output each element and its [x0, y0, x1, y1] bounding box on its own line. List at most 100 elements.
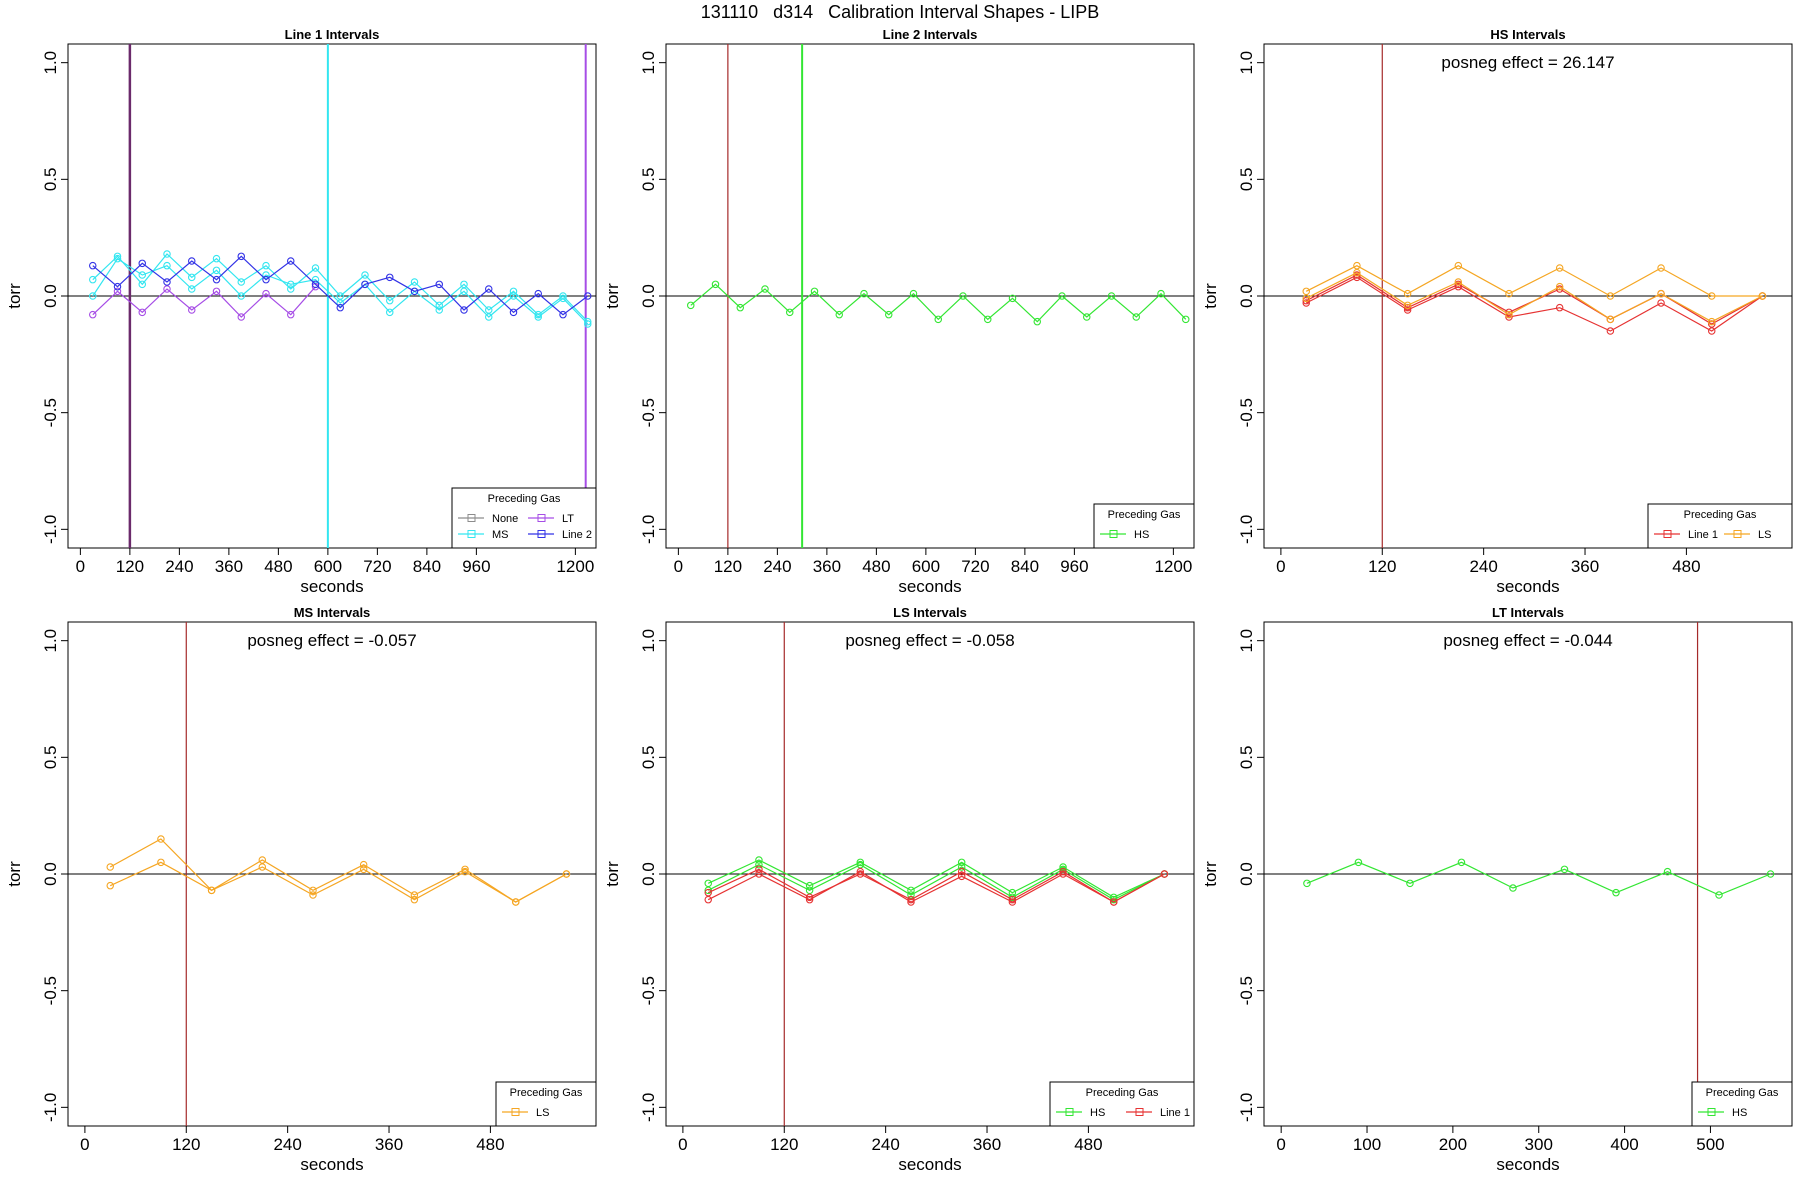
legend-box: [1049, 1081, 1195, 1127]
data-point: [460, 287, 468, 296]
x-tick-label: 200: [1439, 1135, 1467, 1154]
legend-label: HS: [1090, 1107, 1105, 1119]
x-tick-label: 480: [1074, 1135, 1102, 1154]
series-line: [109, 838, 567, 903]
legend-title: Preceding Gas: [488, 493, 561, 505]
data-point: [113, 287, 122, 296]
x-tick-label: 480: [862, 557, 890, 576]
data-point: [1008, 294, 1017, 303]
y-tick-label: 0.5: [41, 746, 60, 770]
data-point: [361, 271, 369, 279]
data-point: [810, 287, 819, 296]
x-tick-label: 120: [770, 1135, 798, 1154]
data-point: [237, 292, 246, 300]
data-point: [1707, 292, 1716, 300]
data-point: [89, 261, 97, 270]
data-point: [583, 292, 592, 300]
legend-box: [1093, 503, 1195, 549]
legend-item: Line 2: [528, 529, 592, 541]
legend-box: [1691, 1081, 1793, 1127]
x-tick-label: 480: [1672, 557, 1700, 576]
data-point: [460, 306, 468, 314]
data-point: [188, 285, 196, 293]
x-tick-label: 360: [215, 557, 243, 576]
data-point: [237, 278, 246, 286]
x-tick-label: 240: [1469, 557, 1497, 576]
legend-swatch-marker: [467, 530, 476, 538]
data-point: [188, 257, 196, 265]
data-point: [89, 292, 97, 300]
data-point: [1758, 292, 1767, 300]
data-point: [138, 280, 147, 289]
data-point: [856, 858, 865, 867]
data-point: [860, 289, 868, 298]
data-point: [1509, 884, 1517, 892]
x-tick-label: 120: [1368, 557, 1396, 576]
legend-item: None: [458, 513, 518, 525]
data-point: [311, 275, 320, 284]
data-point: [559, 310, 567, 319]
legend: Preceding Gas HS: [1093, 503, 1195, 549]
series-line: [707, 859, 1165, 898]
legend-swatch-marker: [511, 1108, 520, 1116]
data-point: [89, 310, 97, 319]
data-point: [909, 289, 918, 298]
series-line: [92, 255, 589, 316]
series-line: [707, 864, 1165, 901]
page-title: 131110 d314 Calibration Interval Shapes …: [700, 2, 1100, 22]
x-tick-label: 360: [375, 1135, 403, 1154]
y-tick-label: 0.0: [639, 284, 658, 308]
data-point: [1008, 898, 1017, 906]
data-point: [385, 308, 394, 317]
legend-swatch-marker: [1663, 530, 1672, 538]
x-tick-label: 480: [264, 557, 292, 576]
data-point: [460, 280, 468, 289]
series-line: [1305, 272, 1763, 323]
data-point: [583, 320, 592, 328]
legend-swatch-marker: [537, 514, 546, 522]
x-tick-label: 840: [413, 557, 441, 576]
y-tick-label: 0.0: [1237, 284, 1256, 308]
chart-title: LT Intervals: [1492, 605, 1564, 620]
data-point: [805, 893, 814, 902]
chart-title: Line 1 Intervals: [285, 27, 380, 42]
legend: Preceding Gas Line 1 LS: [1647, 503, 1793, 549]
data-point: [1454, 261, 1463, 270]
series-line: [1305, 276, 1763, 332]
x-tick-label: 360: [973, 1135, 1001, 1154]
x-tick-label: 360: [813, 557, 841, 576]
legend-item: LS: [1724, 529, 1771, 541]
data-point: [262, 275, 270, 284]
data-point: [559, 292, 567, 300]
data-point: [138, 271, 147, 279]
data-point: [755, 865, 763, 874]
data-point: [1302, 294, 1310, 303]
series-line: [707, 868, 1165, 903]
legend-label: LS: [1758, 529, 1771, 541]
data-point: [534, 313, 542, 321]
data-point: [1457, 858, 1466, 867]
y-tick-label: 0.0: [41, 862, 60, 886]
data-point: [704, 879, 712, 888]
y-tick-label: 1.0: [41, 629, 60, 653]
data-point: [736, 303, 744, 312]
x-tick-label: 240: [273, 1135, 301, 1154]
data-point: [410, 891, 419, 899]
x-tick-label: 960: [462, 557, 490, 576]
data-point: [583, 317, 592, 326]
data-point: [957, 863, 966, 871]
y-axis-label: torr: [603, 861, 622, 887]
posneg-annotation: posneg effect = -0.057: [247, 631, 416, 650]
legend-item: Line 1: [1126, 1107, 1190, 1119]
x-tick-label: 720: [363, 557, 391, 576]
data-point: [1008, 888, 1017, 897]
posneg-annotation: posneg effect = -0.044: [1443, 631, 1612, 650]
data-point: [704, 895, 712, 904]
x-tick-label: 400: [1610, 1135, 1638, 1154]
data-point: [157, 858, 165, 867]
data-point: [309, 891, 317, 899]
data-point: [1354, 858, 1363, 867]
data-point: [884, 310, 893, 319]
data-point: [907, 898, 915, 906]
